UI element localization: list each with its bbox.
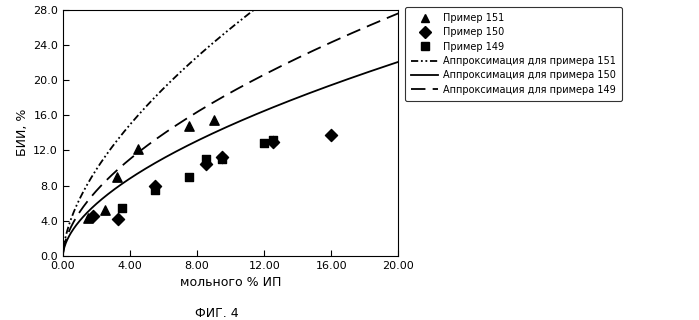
Point [87, 214, 99, 219]
Point [133, 146, 144, 151]
Point [99, 208, 110, 213]
Point [200, 161, 211, 166]
Point [82, 216, 94, 221]
X-axis label: мольного % ИП: мольного % ИП [180, 276, 282, 289]
Point [259, 141, 270, 146]
Point [208, 117, 219, 122]
Point [267, 139, 278, 144]
Point [217, 154, 228, 159]
Legend: Пример 151, Пример 150, Пример 149, Аппроксимация для примера 151, Аппроксимация: Пример 151, Пример 150, Пример 149, Аппр… [405, 7, 622, 101]
Point [183, 123, 194, 128]
Point [217, 157, 228, 162]
Point [150, 188, 161, 193]
Y-axis label: БИИ, %: БИИ, % [16, 109, 29, 156]
Point [326, 132, 337, 137]
Text: ФИГ. 4: ФИГ. 4 [195, 307, 238, 320]
Point [150, 184, 161, 189]
Point [183, 174, 194, 179]
Point [267, 137, 278, 142]
Point [111, 174, 122, 179]
Point [200, 157, 211, 162]
Point [113, 217, 124, 222]
Point [116, 205, 127, 210]
